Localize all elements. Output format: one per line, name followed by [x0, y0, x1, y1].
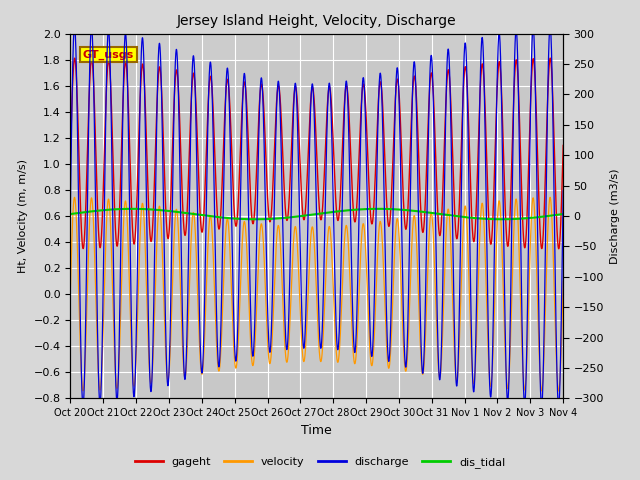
velocity [546, 194, 554, 200]
Bar [70, 34, 563, 60]
discharge [67, 204, 74, 209]
Line: gageht: gageht [70, 58, 563, 249]
discharge [559, 188, 567, 193]
Text: GT_usgs: GT_usgs [83, 49, 134, 60]
discharge [358, 90, 366, 96]
gageht [67, 151, 74, 156]
velocity [92, 271, 99, 277]
Y-axis label: Discharge (m3/s): Discharge (m3/s) [610, 168, 620, 264]
gageht [92, 126, 99, 132]
discharge [245, 224, 253, 229]
velocity [245, 297, 253, 302]
gageht [559, 143, 567, 148]
dis_tidal [432, 211, 440, 216]
Line: dis_tidal: dis_tidal [70, 209, 563, 219]
Title: Jersey Island Height, Velocity, Discharge: Jersey Island Height, Velocity, Discharg… [177, 14, 456, 28]
dis_tidal [128, 206, 136, 212]
gageht [458, 120, 466, 126]
X-axis label: Time: Time [301, 424, 332, 437]
discharge [458, 144, 466, 150]
discharge [555, 403, 563, 409]
velocity [559, 278, 567, 284]
velocity [458, 256, 466, 262]
dis_tidal [380, 206, 387, 212]
velocity [358, 228, 366, 234]
gageht [380, 121, 387, 127]
gageht [245, 153, 253, 158]
dis_tidal [245, 216, 253, 222]
discharge [92, 173, 99, 179]
gageht [358, 91, 366, 96]
discharge [380, 161, 387, 167]
velocity [67, 287, 74, 292]
Line: velocity: velocity [70, 197, 563, 391]
dis_tidal [358, 206, 366, 212]
velocity [380, 265, 387, 271]
velocity [555, 388, 563, 394]
velocity [432, 300, 440, 306]
gageht [555, 246, 563, 252]
dis_tidal [498, 216, 506, 222]
dis_tidal [458, 214, 466, 220]
gageht [432, 155, 440, 161]
dis_tidal [92, 208, 99, 214]
dis_tidal [559, 211, 567, 217]
gageht [547, 55, 554, 61]
Legend: gageht, velocity, discharge, dis_tidal: gageht, velocity, discharge, dis_tidal [131, 452, 509, 472]
discharge [432, 230, 440, 236]
Y-axis label: Ht, Velocity (m, m/s): Ht, Velocity (m, m/s) [18, 159, 28, 273]
discharge [546, 23, 554, 29]
Line: discharge: discharge [70, 26, 563, 406]
dis_tidal [67, 211, 74, 217]
